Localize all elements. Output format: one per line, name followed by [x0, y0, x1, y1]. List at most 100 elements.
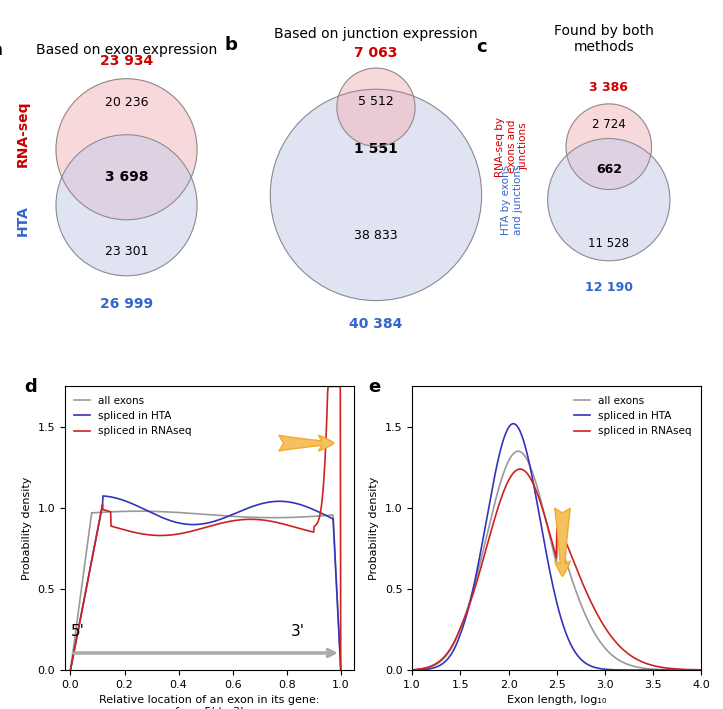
- spliced in RNAseq: [270, 518, 278, 526]
- spliced in HTA: [226, 511, 234, 520]
- Circle shape: [56, 79, 197, 220]
- spliced in HTA: [482, 515, 491, 524]
- spliced in HTA: [626, 666, 635, 674]
- all exons: [66, 666, 74, 674]
- Text: 20 236: 20 236: [105, 96, 148, 109]
- Text: 40 384: 40 384: [349, 318, 403, 332]
- spliced in RNAseq: [459, 617, 468, 625]
- Circle shape: [566, 104, 651, 189]
- spliced in RNAseq: [482, 543, 491, 552]
- all exons: [189, 509, 197, 518]
- all exons: [626, 661, 635, 669]
- all exons: [482, 532, 491, 541]
- Text: HTA: HTA: [16, 206, 30, 236]
- Text: 7 063: 7 063: [354, 45, 398, 60]
- spliced in HTA: [336, 666, 345, 674]
- Text: 1 551: 1 551: [354, 143, 398, 157]
- Line: spliced in HTA: spliced in HTA: [70, 496, 341, 670]
- spliced in RNAseq: [136, 529, 145, 537]
- spliced in HTA: [509, 420, 518, 428]
- spliced in HTA: [578, 657, 587, 666]
- Line: all exons: all exons: [412, 451, 701, 670]
- spliced in RNAseq: [114, 524, 123, 532]
- all exons: [114, 507, 123, 515]
- Text: c: c: [476, 38, 487, 56]
- spliced in HTA: [539, 533, 548, 542]
- spliced in RNAseq: [697, 666, 706, 674]
- Y-axis label: Probability density: Probability density: [369, 476, 379, 580]
- all exons: [226, 512, 234, 520]
- Text: 3 386: 3 386: [589, 81, 628, 94]
- Title: Found by both
methods: Found by both methods: [554, 23, 654, 54]
- all exons: [602, 644, 610, 653]
- all exons: [578, 605, 587, 614]
- spliced in HTA: [459, 622, 468, 630]
- Title: Based on junction expression: Based on junction expression: [274, 26, 478, 40]
- Text: 5': 5': [71, 624, 85, 639]
- Line: all exons: all exons: [70, 511, 341, 670]
- spliced in RNAseq: [226, 517, 234, 525]
- Line: spliced in RNAseq: spliced in RNAseq: [70, 386, 341, 670]
- spliced in RNAseq: [408, 666, 416, 674]
- spliced in RNAseq: [189, 527, 197, 535]
- spliced in HTA: [602, 665, 610, 674]
- all exons: [459, 616, 468, 625]
- spliced in RNAseq: [247, 515, 255, 523]
- Circle shape: [548, 138, 670, 261]
- all exons: [336, 666, 345, 674]
- Text: 3 698: 3 698: [105, 170, 148, 184]
- spliced in HTA: [270, 497, 279, 506]
- Text: d: d: [25, 378, 38, 396]
- Text: 12 190: 12 190: [585, 281, 633, 294]
- spliced in HTA: [189, 520, 197, 529]
- Text: 662: 662: [596, 162, 622, 176]
- Text: 23 301: 23 301: [105, 245, 148, 259]
- spliced in HTA: [66, 666, 74, 674]
- spliced in RNAseq: [602, 625, 610, 633]
- spliced in RNAseq: [626, 651, 635, 659]
- Circle shape: [337, 68, 415, 146]
- spliced in HTA: [136, 503, 145, 512]
- Legend: all exons, spliced in HTA, spliced in RNAseq: all exons, spliced in HTA, spliced in RN…: [570, 391, 696, 440]
- all exons: [697, 666, 706, 674]
- spliced in HTA: [697, 666, 706, 674]
- X-axis label: Exon length, log₁₀: Exon length, log₁₀: [507, 696, 607, 705]
- spliced in RNAseq: [539, 508, 548, 516]
- Text: RNA-seq by
exons and
junctions: RNA-seq by exons and junctions: [495, 117, 529, 177]
- all exons: [514, 447, 523, 455]
- Circle shape: [270, 89, 482, 301]
- all exons: [539, 506, 548, 515]
- Circle shape: [56, 135, 197, 276]
- Text: 5 512: 5 512: [358, 96, 394, 108]
- Text: HTA by exons
and junctions: HTA by exons and junctions: [501, 164, 523, 235]
- all exons: [134, 507, 142, 515]
- Text: RNA-seq: RNA-seq: [16, 101, 30, 167]
- Legend: all exons, spliced in HTA, spliced in RNAseq: all exons, spliced in HTA, spliced in RN…: [70, 391, 196, 440]
- Line: spliced in HTA: spliced in HTA: [412, 424, 701, 670]
- Text: 3': 3': [291, 624, 304, 639]
- Line: spliced in RNAseq: spliced in RNAseq: [412, 469, 701, 670]
- spliced in HTA: [408, 666, 416, 674]
- spliced in RNAseq: [66, 666, 74, 674]
- Text: 26 999: 26 999: [100, 296, 153, 311]
- spliced in RNAseq: [578, 580, 587, 588]
- Text: 11 528: 11 528: [589, 237, 629, 250]
- all exons: [136, 507, 145, 515]
- Text: e: e: [369, 378, 381, 396]
- spliced in HTA: [247, 503, 256, 511]
- spliced in RNAseq: [516, 465, 525, 474]
- Text: a: a: [0, 41, 2, 60]
- spliced in RNAseq: [336, 666, 345, 674]
- all exons: [408, 666, 416, 674]
- spliced in HTA: [98, 492, 107, 501]
- Text: 38 833: 38 833: [354, 228, 398, 242]
- Text: 23 934: 23 934: [100, 55, 153, 68]
- X-axis label: Relative location of an exon in its gene:
from 5’ to 3’: Relative location of an exon in its gene…: [100, 696, 320, 709]
- all exons: [247, 513, 256, 522]
- Text: 2 724: 2 724: [592, 118, 625, 130]
- Y-axis label: Probability density: Probability density: [22, 476, 32, 580]
- spliced in RNAseq: [324, 382, 333, 391]
- Text: b: b: [225, 36, 238, 54]
- Title: Based on exon expression: Based on exon expression: [36, 43, 217, 57]
- all exons: [270, 513, 279, 522]
